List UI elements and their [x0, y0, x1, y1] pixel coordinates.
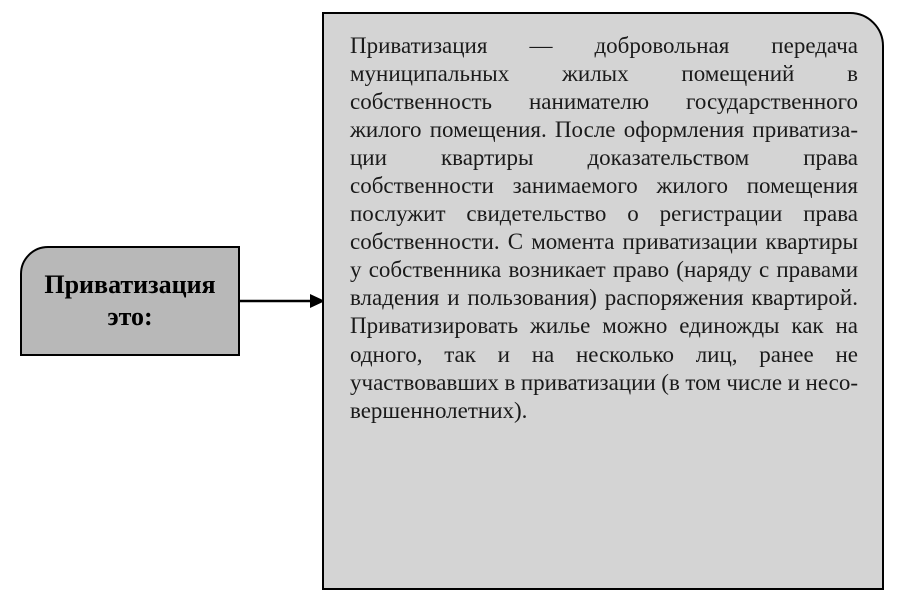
- label-box: Приватизация это:: [20, 246, 240, 356]
- label-text: Приватизация это:: [22, 269, 238, 334]
- arrow-icon: [240, 290, 325, 312]
- definition-box: Приватизация — добровольная пере­дача му…: [322, 12, 884, 590]
- diagram-container: Приватизация это: Приватизация — доброво…: [0, 0, 900, 602]
- definition-text: Приватизация — добровольная пере­дача му…: [350, 32, 858, 425]
